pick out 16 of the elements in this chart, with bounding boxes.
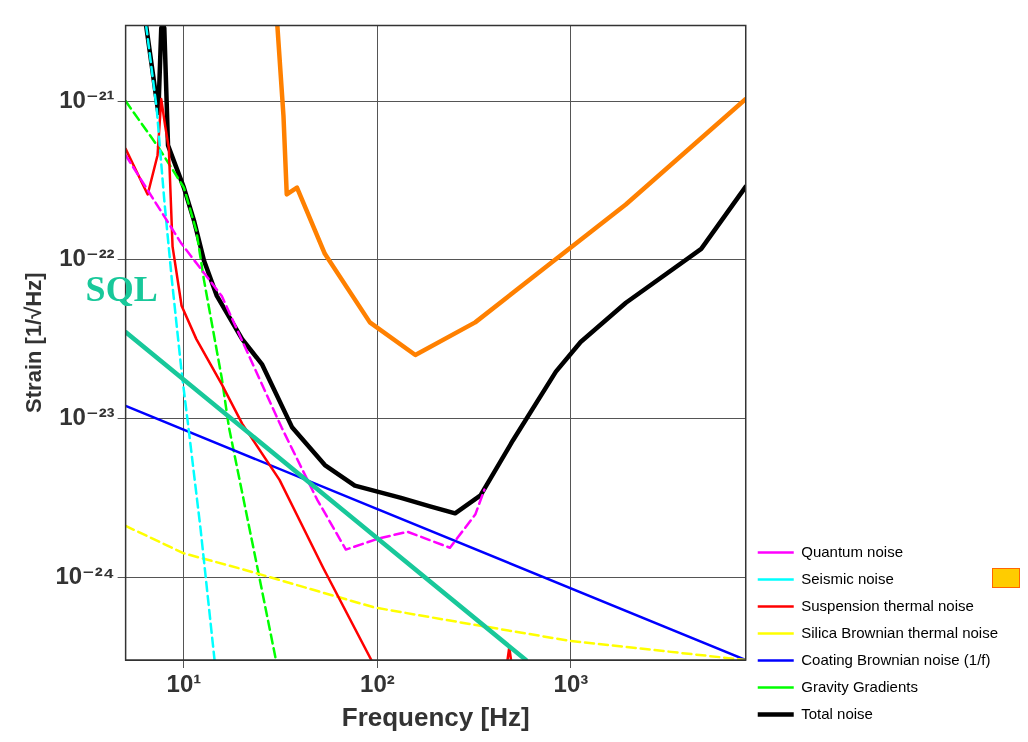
legend-label: Coating Brownian noise (1/f) (801, 650, 991, 668)
y-axis-title: Strain [1/√Hz] (21, 272, 47, 413)
x-tick-label: 10² (360, 670, 395, 698)
x-tick-label: 10³ (553, 670, 589, 698)
y-tick-label: 10⁻²¹ (59, 85, 115, 113)
legend-label: Seismic noise (801, 569, 894, 587)
legend-label: Quantum noise (801, 542, 903, 560)
legend-label: Silica Brownian thermal noise (801, 623, 999, 641)
y-tick-label: 10⁻²² (59, 244, 115, 272)
y-tick-label: 10⁻²⁴ (55, 561, 115, 589)
legend-label: Total noise (801, 704, 873, 722)
legend-label: Gravity Gradients (801, 677, 918, 695)
y-tick-label: 10⁻²³ (59, 403, 115, 431)
legend-label: Suspension thermal noise (801, 596, 974, 614)
x-axis-title: Frequency [Hz] (341, 701, 530, 732)
x-tick-label: 10¹ (166, 670, 202, 698)
